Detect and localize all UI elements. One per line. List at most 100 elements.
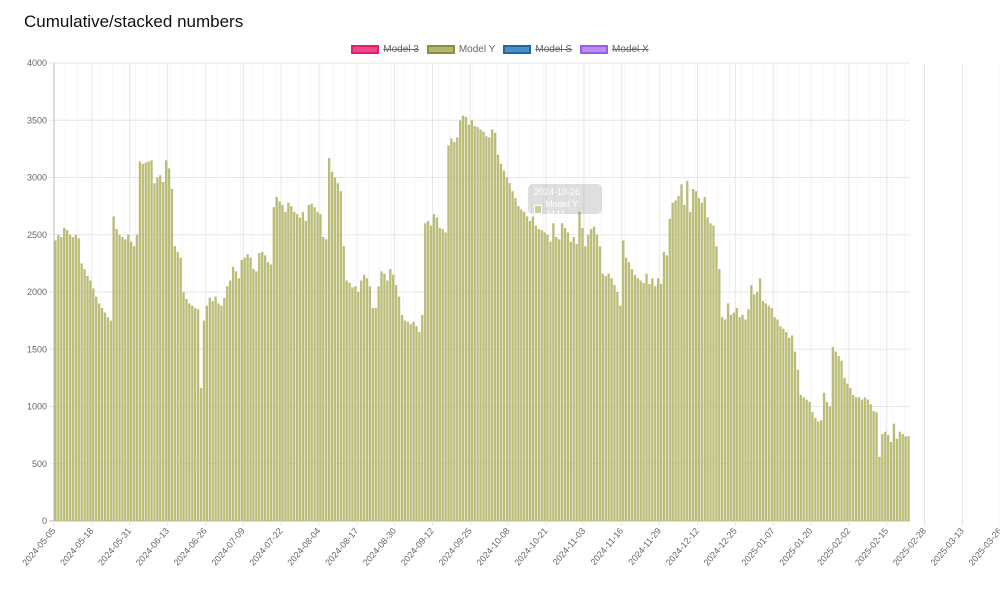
x-tick-label: 2024-08-30	[361, 526, 398, 568]
bar	[703, 196, 706, 521]
bar	[258, 253, 261, 521]
bar	[65, 230, 69, 522]
bar	[435, 217, 439, 521]
bar	[502, 170, 505, 521]
bar	[406, 321, 409, 521]
bar	[196, 309, 200, 521]
bar	[566, 232, 570, 521]
bar	[528, 221, 532, 521]
bar	[412, 321, 415, 521]
bar	[610, 278, 613, 521]
bar	[298, 217, 302, 521]
bar	[287, 202, 290, 521]
bar	[581, 227, 584, 521]
bar	[319, 214, 322, 521]
bar	[179, 257, 182, 521]
bar	[520, 209, 523, 521]
bar	[313, 207, 316, 521]
bar	[278, 201, 281, 522]
bar	[799, 395, 802, 521]
bar	[863, 397, 867, 521]
x-tick-label: 2025-03-13	[929, 526, 966, 568]
bar	[485, 136, 488, 521]
bar	[63, 227, 66, 521]
bar	[266, 262, 270, 521]
x-tick-label: 2024-08-04	[285, 526, 322, 568]
bar	[808, 401, 811, 521]
bar	[674, 200, 677, 521]
bar	[325, 239, 328, 521]
bar	[150, 160, 153, 521]
bar	[249, 257, 252, 521]
bar	[95, 296, 98, 521]
bar	[866, 399, 869, 521]
bar	[491, 129, 494, 521]
bar	[540, 230, 543, 522]
y-tick-label: 3500	[27, 115, 47, 125]
bar	[80, 263, 83, 521]
x-tick-label: 2024-06-13	[134, 526, 171, 568]
x-tick-label: 2024-12-12	[664, 526, 701, 568]
bar	[188, 303, 191, 521]
bar	[505, 177, 508, 521]
legend-item-model-x[interactable]: Model X	[580, 44, 649, 55]
x-tick-label: 2024-10-08	[474, 526, 511, 568]
bar	[173, 246, 176, 521]
bar	[811, 412, 814, 521]
bar	[822, 392, 826, 521]
bar	[214, 296, 217, 521]
bar	[124, 239, 127, 521]
bar	[552, 223, 555, 522]
bar	[558, 239, 561, 521]
legend-item-model-3[interactable]: Model 3	[351, 44, 419, 55]
bar	[374, 308, 377, 521]
bar	[572, 237, 575, 522]
tooltip-title: 2024-10-26	[534, 187, 581, 197]
bar	[426, 221, 430, 521]
bar	[726, 303, 730, 521]
bar	[182, 292, 185, 521]
bar	[118, 234, 121, 521]
bar	[729, 314, 733, 521]
y-tick-label: 3000	[27, 173, 47, 183]
legend-label-model-x: Model X	[612, 44, 649, 55]
bar	[907, 436, 910, 521]
chart-tooltip: 2024-10-26 Model Y: 2441	[528, 184, 602, 219]
bar	[479, 129, 482, 521]
bar	[587, 234, 590, 521]
bar	[223, 297, 226, 521]
bar	[869, 404, 872, 521]
bar	[898, 431, 901, 521]
bar	[758, 278, 762, 521]
bar	[141, 163, 144, 521]
bar	[68, 234, 72, 521]
bar	[147, 161, 150, 521]
bar	[639, 280, 642, 521]
bar	[293, 211, 296, 521]
bar	[904, 436, 907, 521]
bar	[738, 317, 741, 521]
bar	[470, 120, 473, 521]
x-tick-label: 2024-06-26	[172, 526, 209, 568]
bar	[295, 214, 299, 521]
bar	[144, 162, 147, 522]
tooltip-body: Model Y: 2441	[534, 199, 596, 219]
bar	[654, 286, 657, 521]
bar	[322, 237, 325, 522]
bar	[525, 216, 529, 521]
y-tick-label: 0	[42, 516, 47, 526]
bar	[459, 120, 462, 521]
x-tick-label: 2025-02-02	[815, 526, 852, 568]
bar	[162, 182, 165, 521]
bar	[723, 319, 727, 521]
legend-item-model-s[interactable]: Model S	[503, 44, 572, 55]
bar	[461, 115, 465, 522]
bar	[785, 332, 788, 521]
legend-item-model-y[interactable]: Model Y	[426, 44, 495, 55]
bar	[881, 433, 884, 521]
x-tick-label: 2024-09-25	[437, 526, 474, 568]
x-tick-label: 2024-11-29	[626, 526, 663, 567]
bar	[415, 326, 418, 521]
bar	[261, 251, 264, 522]
